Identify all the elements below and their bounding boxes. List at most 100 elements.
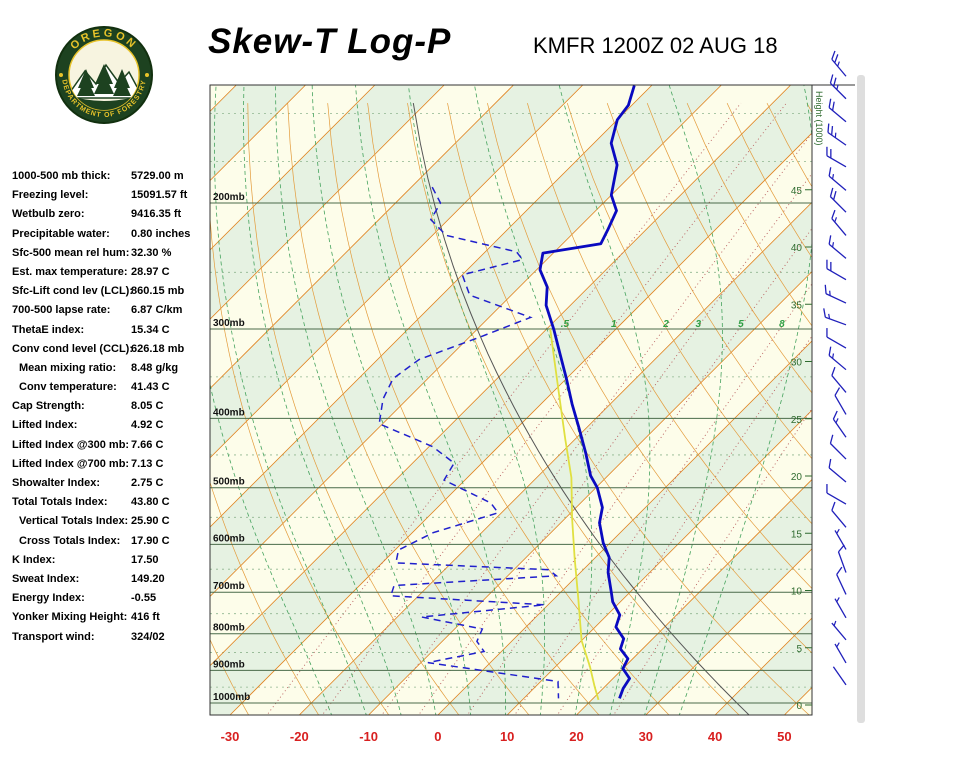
height-tick-label: 20: [791, 472, 803, 483]
logo-right-dot: [145, 73, 149, 77]
wind-barb: [831, 209, 847, 236]
height-tick-label: 40: [791, 243, 803, 254]
index-value: 7.66 C: [131, 438, 164, 451]
background-bands: [210, 85, 812, 715]
wind-barb: [832, 410, 847, 438]
index-row: Cross Totals Index: 17.90 C: [12, 532, 212, 551]
index-value: 626.18 mb: [131, 342, 185, 355]
temp-axis-label: -30: [221, 729, 240, 744]
height-tick-label: 10: [791, 587, 803, 598]
wind-barb: [828, 235, 847, 259]
index-value: 9416.35 ft: [131, 208, 182, 221]
wind-barb: [828, 98, 847, 123]
mixing-ratio-labels: .5 1 2 3 5 8: [561, 319, 785, 330]
wind-barb: [831, 366, 847, 393]
wind-barb: [826, 328, 847, 349]
index-value: 15091.57 ft: [131, 189, 188, 202]
station-time-label: KMFR 1200Z 02 AUG 18: [533, 33, 778, 58]
index-row: Sfc-500 mean rel hum: 32.30 %: [12, 244, 212, 263]
logo-left-dot: [59, 73, 63, 77]
height-tick-label: 25: [791, 415, 803, 426]
pressure-label: 1000mb: [213, 692, 250, 703]
wind-barb: [831, 50, 847, 77]
temp-axis-label: -20: [290, 729, 309, 744]
pressure-labels: 200mb 300mb 400mb 500mb 600mb 700mb 800mb 900mb…: [213, 192, 250, 703]
index-row: Conv cond level (CCL): 626.18 mb: [12, 340, 212, 359]
pressure-label: 200mb: [213, 192, 245, 203]
index-label: 1000-500 mb thick:: [12, 170, 111, 182]
pressure-label: 500mb: [213, 477, 245, 488]
index-value: 17.90 C: [131, 534, 170, 547]
index-row: Est. max temperature: 28.97 C: [12, 263, 212, 282]
index-value: 324/02: [131, 630, 165, 643]
wind-barb: [832, 666, 847, 686]
index-label: Total Totals Index:: [12, 496, 108, 509]
index-value: -0.55: [131, 592, 157, 605]
temperature-trace: [538, 85, 636, 699]
index-label: Wetbulb zero:: [12, 208, 85, 221]
index-row: Yonker Mixing Height: 416 ft: [12, 608, 212, 627]
index-label: 700-500 lapse rate:: [12, 304, 111, 317]
index-row: Energy Index: -0.55: [12, 589, 212, 608]
index-label: Showalter Index:: [12, 477, 101, 489]
wind-barb: [829, 187, 847, 213]
mixing-ratio-lines: [266, 102, 812, 715]
index-row: Cap Strength: 8.05 C: [12, 397, 212, 416]
index-value: 416 ft: [131, 611, 160, 624]
wind-barb: [828, 167, 847, 191]
sounding-indices-panel: 1000-500 mb thick: 5729.00 m Freezing leve…: [12, 167, 212, 647]
logo-trees: [77, 64, 131, 96]
mixing-ratio-label: 3: [696, 319, 702, 330]
conv-temp-adiabat: [412, 103, 750, 715]
wind-barb: [837, 544, 847, 573]
odf-logo: OREGON DEPARTMENT OF FORESTRY: [55, 26, 153, 124]
index-row: 700-500 lapse rate: 6.87 C/km: [12, 301, 212, 320]
wind-barb: [836, 566, 847, 595]
index-label: Vertical Totals Index:: [19, 515, 129, 528]
wind-barb: [823, 308, 847, 326]
index-row: Freezing level: 15091.57 ft: [12, 186, 212, 205]
temp-axis-label: -10: [359, 729, 378, 744]
wind-barb: [826, 484, 847, 505]
chart-border: [209, 84, 813, 716]
index-row: 1000-500 mb thick: 5729.00 m: [12, 167, 212, 186]
wind-barb: [826, 259, 847, 281]
scrollbar-strip[interactable]: [857, 75, 865, 723]
index-row: Lifted Index: 4.92 C: [12, 416, 212, 435]
height-tick-label: 45: [791, 186, 803, 197]
wind-barb: [834, 528, 847, 550]
index-label: Conv temperature:: [19, 381, 117, 394]
moist-adiabats: [210, 85, 812, 715]
pressure-label: 800mb: [213, 623, 245, 634]
index-label: K Index:: [12, 553, 56, 566]
index-row: Lifted Index @700 mb: 7.13 C: [12, 455, 212, 474]
index-row: Sfc-Lift cond lev (LCL): 860.15 mb: [12, 282, 212, 301]
pressure-label: 400mb: [213, 407, 245, 418]
index-label: Lifted Index @300 mb:: [12, 438, 130, 451]
height-tick-label: 35: [791, 300, 803, 311]
wind-barb: [834, 387, 847, 415]
index-row: Lifted Index @300 mb: 7.66 C: [12, 436, 212, 455]
wind-barb: [826, 146, 847, 168]
wind-barb: [824, 284, 847, 304]
pressure-label: 600mb: [213, 533, 245, 544]
index-value: 41.43 C: [131, 381, 170, 394]
temp-axis-label: 50: [777, 729, 791, 744]
index-label: Energy Index:: [12, 592, 85, 605]
mixing-ratio-label: 8: [779, 319, 785, 330]
index-label: Sweat Index:: [12, 572, 80, 585]
index-row: Wetbulb zero: 9416.35 ft: [12, 205, 212, 224]
index-row: Mean mixing ratio: 8.48 g/kg: [12, 359, 212, 378]
index-row: ThetaE index: 15.34 C: [12, 321, 212, 340]
index-value: 28.97 C: [131, 265, 170, 278]
temp-axis-label: 0: [434, 729, 441, 744]
temp-axis-labels: -30 -20 -10 0 10 20 30 40 50: [221, 729, 792, 744]
wind-barb: [834, 597, 847, 619]
index-label: Transport wind:: [12, 630, 95, 643]
wind-barb: [829, 74, 847, 100]
index-value: 15.34 C: [131, 323, 170, 336]
index-label: Lifted Index:: [12, 419, 78, 432]
wind-barb: [828, 346, 847, 371]
